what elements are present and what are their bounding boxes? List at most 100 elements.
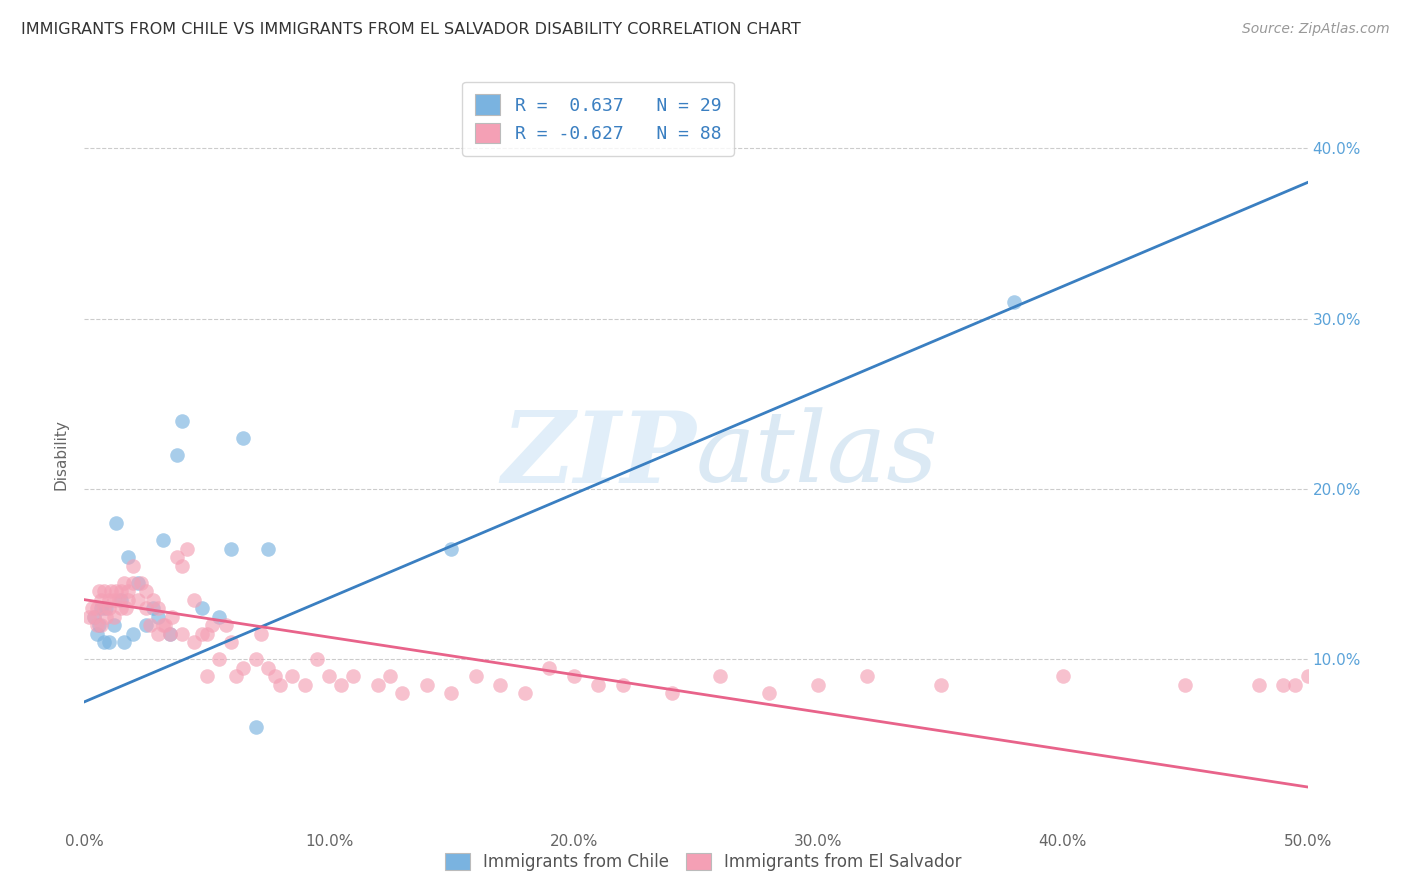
Point — [97, 635, 120, 649]
Point — [93, 601, 115, 615]
Y-axis label: Disability: Disability — [53, 419, 69, 491]
Point — [225, 669, 247, 683]
Point — [709, 669, 731, 683]
Point — [90, 618, 112, 632]
Point — [146, 609, 169, 624]
Point — [856, 669, 879, 683]
Point — [122, 626, 145, 640]
Point — [117, 550, 139, 565]
Point — [86, 626, 108, 640]
Point — [249, 626, 271, 640]
Point — [159, 626, 181, 640]
Point — [83, 609, 105, 624]
Point — [1272, 678, 1295, 692]
Point — [269, 678, 291, 692]
Point — [219, 635, 242, 649]
Point — [586, 678, 609, 692]
Point — [86, 618, 108, 632]
Point — [391, 686, 413, 700]
Point — [153, 618, 176, 632]
Point — [105, 584, 128, 599]
Point — [208, 652, 231, 666]
Point — [117, 592, 139, 607]
Point — [257, 541, 280, 556]
Point — [77, 609, 100, 624]
Point — [538, 661, 561, 675]
Point — [159, 626, 181, 640]
Point — [200, 618, 222, 632]
Point — [661, 686, 683, 700]
Point — [142, 592, 165, 607]
Point — [127, 592, 149, 607]
Point — [117, 584, 139, 599]
Point — [330, 678, 353, 692]
Point — [129, 575, 152, 590]
Point — [166, 448, 188, 462]
Point — [1284, 678, 1306, 692]
Point — [152, 533, 174, 547]
Point — [139, 618, 162, 632]
Point — [135, 618, 157, 632]
Point — [183, 635, 205, 649]
Point — [103, 609, 125, 624]
Point — [1174, 678, 1197, 692]
Point — [1296, 669, 1319, 683]
Point — [87, 618, 110, 632]
Point — [152, 618, 174, 632]
Point — [93, 584, 115, 599]
Text: IMMIGRANTS FROM CHILE VS IMMIGRANTS FROM EL SALVADOR DISABILITY CORRELATION CHAR: IMMIGRANTS FROM CHILE VS IMMIGRANTS FROM… — [21, 22, 801, 37]
Point — [183, 592, 205, 607]
Point — [191, 601, 214, 615]
Point — [115, 601, 138, 615]
Point — [86, 601, 108, 615]
Point — [264, 669, 287, 683]
Point — [135, 601, 157, 615]
Point — [135, 584, 157, 599]
Point — [416, 678, 439, 692]
Point — [110, 592, 132, 607]
Point — [1247, 678, 1270, 692]
Point — [107, 592, 129, 607]
Point — [807, 678, 830, 692]
Point — [245, 652, 267, 666]
Point — [172, 558, 194, 573]
Point — [232, 661, 254, 675]
Point — [294, 678, 316, 692]
Point — [96, 609, 118, 624]
Point — [105, 516, 128, 530]
Point — [90, 601, 112, 615]
Point — [281, 669, 304, 683]
Point — [112, 635, 135, 649]
Point — [440, 686, 463, 700]
Point — [97, 601, 120, 615]
Point — [612, 678, 634, 692]
Point — [100, 584, 122, 599]
Point — [195, 669, 218, 683]
Point — [142, 601, 165, 615]
Point — [367, 678, 389, 692]
Legend: Immigrants from Chile, Immigrants from El Salvador: Immigrants from Chile, Immigrants from E… — [436, 845, 970, 880]
Point — [562, 669, 585, 683]
Point — [172, 626, 194, 640]
Point — [110, 584, 132, 599]
Point — [97, 592, 120, 607]
Point — [162, 609, 184, 624]
Point — [191, 626, 214, 640]
Text: ZIP: ZIP — [501, 407, 696, 503]
Point — [83, 609, 105, 624]
Point — [464, 669, 486, 683]
Point — [318, 669, 340, 683]
Point — [176, 541, 198, 556]
Point — [219, 541, 242, 556]
Point — [146, 626, 169, 640]
Point — [929, 678, 952, 692]
Point — [489, 678, 512, 692]
Point — [342, 669, 364, 683]
Point — [305, 652, 328, 666]
Point — [110, 601, 132, 615]
Legend: R =  0.637   N = 29, R = -0.627   N = 88: R = 0.637 N = 29, R = -0.627 N = 88 — [463, 82, 734, 156]
Text: atlas: atlas — [696, 408, 939, 502]
Point — [166, 550, 188, 565]
Point — [513, 686, 536, 700]
Point — [245, 720, 267, 734]
